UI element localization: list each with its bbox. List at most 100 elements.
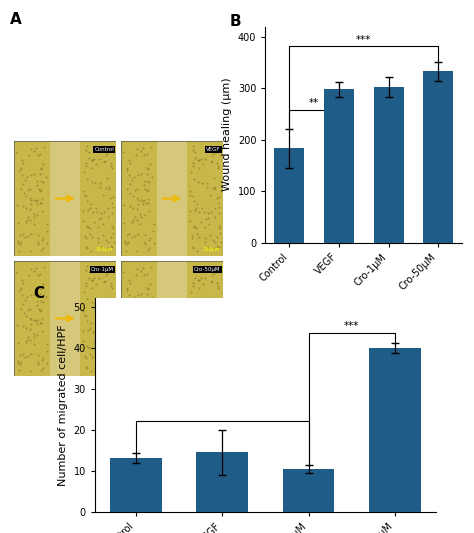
Point — [146, 178, 153, 187]
Point — [132, 271, 140, 280]
Point — [134, 144, 141, 153]
Point — [24, 173, 31, 181]
Point — [189, 363, 197, 372]
Point — [98, 214, 105, 223]
Point — [17, 286, 24, 295]
Point — [195, 328, 203, 336]
Point — [95, 215, 103, 223]
Point — [30, 316, 38, 325]
Point — [213, 194, 220, 203]
Point — [30, 213, 38, 221]
Text: VEGF: VEGF — [206, 147, 221, 152]
Point — [33, 197, 40, 206]
Point — [27, 315, 35, 324]
Point — [133, 185, 140, 193]
Polygon shape — [121, 261, 223, 376]
Point — [36, 290, 44, 298]
Point — [210, 244, 218, 253]
Point — [83, 222, 91, 230]
Point — [126, 201, 134, 210]
Point — [102, 150, 109, 159]
Point — [126, 321, 134, 330]
Point — [86, 350, 94, 358]
Point — [191, 223, 198, 231]
Point — [35, 351, 42, 359]
Polygon shape — [156, 261, 187, 376]
Point — [120, 201, 128, 209]
Point — [107, 233, 114, 241]
Point — [123, 286, 131, 295]
Point — [43, 346, 51, 355]
Point — [204, 209, 212, 217]
Point — [141, 351, 149, 359]
Point — [19, 180, 27, 189]
Point — [147, 263, 155, 272]
Point — [98, 209, 105, 217]
Point — [216, 203, 223, 211]
Point — [26, 366, 34, 375]
Point — [30, 329, 37, 338]
Point — [83, 317, 91, 325]
Point — [93, 207, 101, 216]
Point — [109, 203, 117, 211]
Point — [209, 150, 216, 159]
Point — [126, 159, 134, 167]
Point — [22, 312, 30, 320]
Point — [36, 170, 44, 179]
Point — [201, 154, 209, 163]
Point — [101, 157, 109, 165]
Point — [189, 158, 196, 167]
Bar — [324, 90, 354, 243]
Point — [38, 195, 46, 204]
Point — [125, 156, 133, 164]
Point — [140, 196, 148, 204]
Point — [144, 246, 151, 255]
Point — [123, 360, 130, 368]
Point — [208, 157, 216, 165]
Point — [141, 359, 149, 368]
Point — [30, 289, 37, 298]
Point — [123, 231, 131, 240]
Point — [22, 204, 30, 212]
Point — [195, 276, 203, 285]
Point — [27, 195, 35, 204]
Point — [94, 343, 102, 351]
Point — [190, 364, 197, 372]
Point — [144, 165, 152, 174]
Point — [211, 184, 219, 193]
Point — [34, 331, 41, 340]
Point — [102, 236, 110, 245]
Point — [131, 352, 138, 361]
Point — [108, 284, 116, 292]
Point — [128, 338, 136, 346]
Point — [33, 317, 40, 326]
Point — [88, 275, 95, 284]
Point — [119, 268, 127, 277]
Point — [192, 204, 200, 212]
Text: Control: Control — [94, 147, 114, 152]
Point — [103, 364, 111, 373]
Point — [34, 270, 42, 279]
Point — [96, 179, 104, 188]
Point — [203, 299, 210, 308]
Point — [123, 351, 131, 360]
Point — [38, 236, 46, 245]
Point — [84, 206, 92, 214]
Point — [17, 166, 24, 175]
Point — [133, 314, 141, 322]
Point — [108, 222, 116, 230]
Point — [204, 363, 211, 372]
Point — [124, 358, 132, 367]
Point — [27, 171, 35, 179]
Point — [108, 164, 116, 172]
Point — [36, 270, 44, 278]
Point — [14, 219, 21, 228]
Point — [140, 300, 148, 309]
Point — [130, 173, 138, 181]
Point — [210, 269, 218, 277]
Point — [20, 308, 27, 317]
Point — [207, 328, 214, 336]
Bar — [274, 149, 304, 243]
Point — [186, 187, 193, 195]
Point — [100, 208, 108, 216]
